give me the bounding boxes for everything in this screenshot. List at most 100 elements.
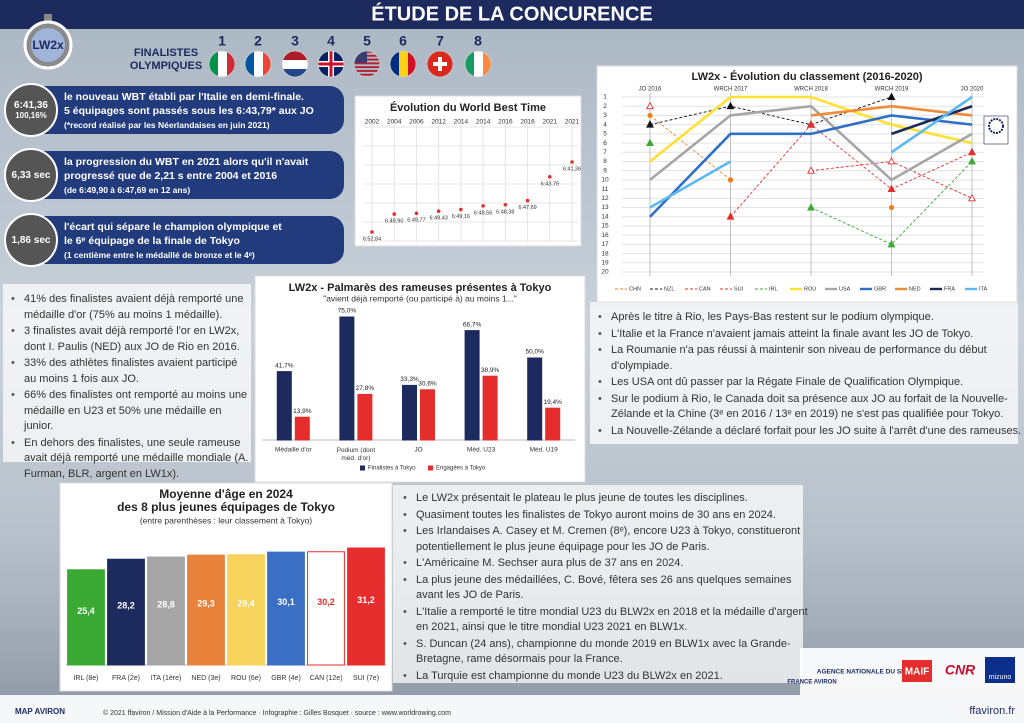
- point: [547, 175, 552, 179]
- point: [646, 101, 654, 110]
- badge-stem: [44, 14, 52, 22]
- x-tick-label: WRCH 2018: [794, 87, 828, 93]
- x-tick-label: 2012: [431, 119, 446, 126]
- value-label: 29,3: [197, 598, 215, 608]
- stat-box: la progression du WBT en 2021 alors qu'i…: [36, 151, 344, 199]
- chart-subtitle: "avient déjà remporté (ou participé à) a…: [323, 293, 517, 303]
- legend-label: ITA: [979, 286, 987, 292]
- point: [968, 157, 976, 165]
- x-tick-label: GBR (4e): [271, 675, 301, 682]
- y-tick-label: 15: [601, 223, 609, 230]
- rank-label: 5: [363, 33, 371, 49]
- flag-part: [254, 51, 263, 77]
- point: [370, 230, 374, 234]
- bar: [339, 316, 355, 441]
- bullet: Après le titre à Rio, les Pays-Bas reste…: [598, 310, 1024, 326]
- point: [481, 204, 485, 208]
- badge-label: LW2x: [32, 38, 64, 52]
- sponsor-logo: MAIF: [905, 667, 929, 678]
- flag-part: [354, 62, 380, 65]
- y-tick-label: 11: [602, 186, 609, 193]
- sponsor-logo: CNR: [945, 662, 976, 678]
- chart-title: Moyenne d'âge en 2024: [159, 487, 293, 501]
- bullet: 3 finalistes avait déjà remporté l'or en…: [11, 324, 252, 355]
- sponsor-logo: AGENCE NATIONALE DU SPORT: [817, 669, 919, 676]
- point: [459, 207, 463, 212]
- bar: [267, 551, 305, 666]
- point: [503, 203, 508, 207]
- y-tick-label: 14: [601, 213, 609, 220]
- stat-circle: 6:41,36 100,16%: [4, 83, 58, 137]
- value-label: 50,0%: [525, 349, 544, 356]
- flag-part: [465, 51, 474, 77]
- footer-credit: © 2021 ffaviron / Mission d'Aide à la Pe…: [103, 709, 451, 717]
- point: [968, 193, 976, 202]
- point: [887, 157, 896, 165]
- flag-part: [438, 57, 442, 71]
- point: [647, 112, 653, 119]
- value-label: 19,4%: [543, 399, 562, 406]
- series-line: [649, 95, 973, 163]
- header-bar: [0, 0, 1024, 29]
- point: [726, 101, 735, 110]
- flag-part: [354, 73, 380, 76]
- point: [968, 147, 976, 156]
- point: [726, 212, 735, 220]
- point: [436, 209, 441, 214]
- x-tick-label: IRL (8e): [73, 675, 98, 682]
- x-tick-label: Médaille d'or: [275, 447, 312, 454]
- x-tick-label: 2002: [365, 119, 380, 126]
- mizuno-bg: [985, 657, 1015, 683]
- chart-panel: [354, 95, 582, 247]
- flag-part: [354, 66, 380, 69]
- bar: [307, 551, 345, 666]
- flag-rim: [464, 50, 492, 78]
- flag-rim: [389, 50, 417, 78]
- legend-label: IRL: [769, 286, 778, 292]
- point: [570, 160, 574, 164]
- stat-line: le 6ᵉ équipage de la finale de Tokyo: [64, 235, 240, 247]
- series-line: [649, 104, 973, 182]
- stat-value: 1,86 sec: [11, 234, 51, 246]
- maif-bg: [902, 660, 932, 682]
- x-tick-label: 2021: [565, 119, 580, 126]
- bullet: L'Italie a remporté le titre mondial U23…: [403, 605, 816, 636]
- value-label: 6:48,56: [474, 210, 492, 216]
- y-tick-label: 6: [603, 140, 607, 147]
- value-label: 28,2: [117, 601, 135, 611]
- x-tick-label: SUI (7e): [353, 675, 379, 682]
- value-label: 66,7%: [463, 321, 482, 328]
- rank-label: 2: [254, 33, 262, 49]
- rank-label: 3: [291, 33, 299, 49]
- flag-part: [483, 51, 491, 77]
- value-label: 31,2: [357, 595, 375, 605]
- legend-label: NZL: [664, 286, 674, 292]
- bullet: La plus jeune des médaillées, C. Bové, f…: [403, 573, 816, 604]
- y-tick-label: 18: [601, 250, 609, 257]
- stat-circle: 1,86 sec: [4, 213, 58, 267]
- legend-label: Engagées à Tokyo: [436, 466, 486, 472]
- value-label: 33,3%: [400, 376, 419, 383]
- bar: [227, 554, 265, 666]
- bullet: Les Irlandaises A. Casey et M. Cremen (8…: [403, 524, 816, 555]
- y-tick-label: 16: [601, 232, 609, 239]
- flag-rim: [208, 50, 236, 78]
- chart-title: Évolution du World Best Time: [390, 101, 546, 114]
- point: [646, 120, 654, 128]
- value-label: 30,1: [277, 597, 295, 607]
- flag-rim: [353, 50, 381, 78]
- bullet: Les USA ont dû passer par la Régate Fina…: [598, 375, 1024, 391]
- stat-box: le nouveau WBT établi par l'Italie en de…: [36, 86, 344, 134]
- flag-part: [408, 51, 416, 77]
- bullet: L'Américaine M. Sechser aura plus de 37 …: [403, 556, 816, 572]
- x-tick-label: WRCH 2017: [714, 87, 748, 93]
- bullet: En dehors des finalistes, une seule rame…: [11, 436, 252, 483]
- bar: [187, 554, 225, 666]
- y-tick-label: 8: [603, 158, 607, 165]
- y-tick-label: 2: [603, 103, 607, 110]
- sponsor-logo: mizuno: [989, 674, 1012, 681]
- bullet: Quasiment toutes les finalistes de Tokyo…: [403, 508, 816, 524]
- stat-line: la progression du WBT en 2021 alors qu'i…: [64, 156, 309, 168]
- flag: [209, 51, 235, 77]
